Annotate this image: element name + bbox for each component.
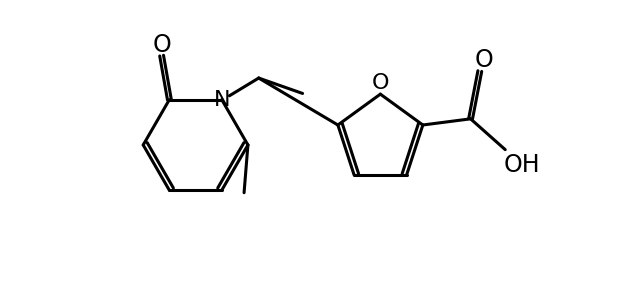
Text: OH: OH (504, 153, 540, 177)
Text: O: O (372, 73, 389, 93)
Text: O: O (474, 48, 493, 72)
Text: N: N (214, 90, 230, 110)
Text: O: O (152, 33, 171, 57)
